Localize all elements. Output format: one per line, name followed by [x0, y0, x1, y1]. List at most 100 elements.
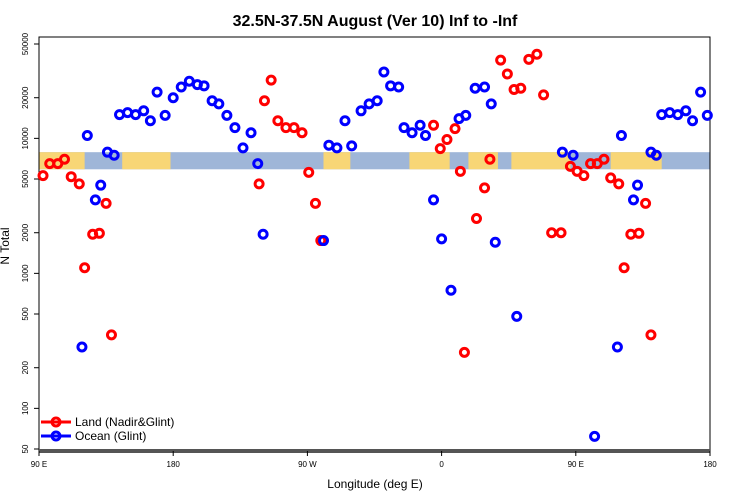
y-axis: 50 100 200 500 1000 2000 5000 10000 20000 50000 [21, 32, 39, 453]
land-point [288, 122, 300, 134]
land-point [538, 89, 550, 101]
land-point [79, 262, 91, 274]
ocean-point [611, 341, 623, 353]
world-map-band [39, 152, 710, 170]
ocean-point [672, 109, 684, 121]
land-point [37, 170, 49, 182]
land-point [495, 54, 507, 66]
y-tick-label: 50000 [21, 32, 30, 55]
ocean-point [414, 119, 426, 131]
legend-label-ocean: Ocean (Glint) [75, 429, 146, 443]
land-point [449, 123, 461, 135]
ocean-point [89, 194, 101, 206]
ocean-point [650, 149, 662, 161]
land-point [605, 172, 617, 184]
ocean-point [393, 81, 405, 93]
ocean-point [398, 122, 410, 134]
plot-frame [38, 36, 711, 453]
y-tick-label: 50 [21, 444, 30, 453]
land-point [523, 53, 535, 65]
land-point [645, 329, 657, 341]
land-point [484, 153, 496, 165]
land-point [598, 153, 610, 165]
land-point [296, 127, 308, 139]
land-point [578, 170, 590, 182]
ocean-point [406, 127, 418, 139]
ocean-point [237, 142, 249, 154]
ocean-point [339, 115, 351, 127]
ocean-point [485, 98, 497, 110]
y-tick-label: 10000 [21, 127, 30, 150]
y-tick-label: 20000 [21, 86, 30, 109]
x-tick-label: 90 E [31, 460, 47, 469]
ocean-point [701, 109, 713, 121]
ocean-point [95, 179, 107, 191]
ocean-point [318, 235, 330, 247]
land-point [479, 182, 491, 194]
land-point [58, 153, 70, 165]
land-point [531, 48, 543, 60]
ocean-point [355, 105, 367, 117]
land-point [309, 197, 321, 209]
legend: Land (Nadir&Glint) Ocean (Glint) [41, 415, 174, 443]
y-tick-label: 500 [21, 307, 30, 321]
y-tick-label: 200 [21, 361, 30, 375]
land-point [618, 262, 630, 274]
ocean-point [371, 95, 383, 107]
land-point [470, 212, 482, 224]
land-point [258, 95, 270, 107]
land-point [555, 227, 567, 239]
land-point [441, 134, 453, 146]
land-point [253, 178, 265, 190]
land-band-3 [409, 152, 450, 170]
y-tick-label: 2000 [21, 223, 30, 241]
land-point [65, 171, 77, 183]
ocean-point [556, 146, 568, 158]
land-point [105, 329, 117, 341]
ocean-point [175, 81, 187, 93]
ocean-point [198, 80, 210, 92]
ocean-point [419, 130, 431, 142]
land-point [633, 227, 645, 239]
ocean-point [81, 130, 93, 142]
ocean-point [221, 109, 233, 121]
legend-label-land: Land (Nadir&Glint) [75, 415, 174, 429]
ocean-point [687, 115, 699, 127]
ocean-point [245, 127, 257, 139]
ocean-point [378, 66, 390, 78]
ocean-point [130, 109, 142, 121]
land-point [454, 165, 466, 177]
ocean-point [159, 109, 171, 121]
x-tick-label: 180 [167, 460, 181, 469]
ocean-point [108, 149, 120, 161]
ocean-point [257, 228, 269, 240]
land-point [272, 115, 284, 127]
land-band-1 [122, 152, 171, 170]
land-point [640, 197, 652, 209]
land-point [93, 227, 105, 239]
ocean-point [445, 284, 457, 296]
x-tick-label: 180 [703, 460, 717, 469]
land-point [501, 68, 513, 80]
x-tick-label: 90 W [298, 460, 317, 469]
ocean-point [632, 179, 644, 191]
land-point [73, 178, 85, 190]
data-points [37, 48, 713, 442]
y-tick-label: 100 [21, 401, 30, 415]
ocean-point [213, 98, 225, 110]
ocean-point [331, 142, 343, 154]
land-band-5 [511, 152, 571, 170]
ocean-point [628, 194, 640, 206]
ocean-point [76, 341, 88, 353]
series-ocean [76, 66, 713, 442]
ocean-point [436, 233, 448, 245]
ocean-point [144, 115, 156, 127]
ocean-point [479, 81, 491, 93]
ocean-point [428, 194, 440, 206]
chart-title: 32.5N-37.5N August (Ver 10) Inf to -Inf [233, 13, 518, 30]
x-tick-label: 0 [439, 460, 444, 469]
land-point [303, 166, 315, 178]
ocean-point [489, 236, 501, 248]
